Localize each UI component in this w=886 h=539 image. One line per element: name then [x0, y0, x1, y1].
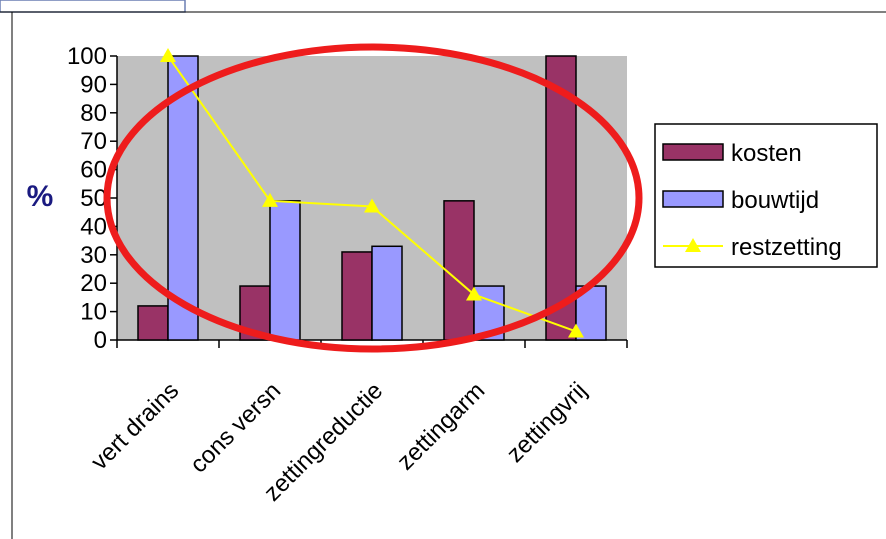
bar-kosten: [545, 55, 577, 341]
y-tick-label: 90: [80, 71, 107, 98]
point-restzetting: [160, 48, 176, 62]
bar-bouwtijd: [167, 55, 199, 341]
y-tick-label: 0: [94, 327, 107, 354]
line-layer: [160, 48, 584, 338]
legend-label-bouwtijd: bouwtijd: [731, 187, 819, 214]
x-tick-label: zettingvrij: [501, 377, 592, 468]
legend-label-restzetting: restzetting: [731, 234, 842, 261]
x-tick-label: cons versn: [185, 377, 286, 478]
bar-kosten: [341, 251, 373, 341]
legend-swatch-kosten: [662, 143, 724, 161]
y-tick-label: 20: [80, 270, 107, 297]
bars-layer: [137, 55, 607, 341]
point-restzetting: [466, 286, 482, 301]
y-tick-label: 100: [67, 43, 107, 70]
legend-swatch-bouwtijd: [662, 190, 724, 208]
x-tick-label: vert drains: [86, 377, 184, 475]
top-left-tab-decoration: [0, 0, 186, 13]
bar-bouwtijd: [371, 245, 403, 341]
legend-marker-restzetting: [685, 238, 701, 252]
x-tick-label: zettingarm: [392, 377, 490, 475]
point-restzetting: [568, 323, 584, 338]
legend-label-kosten: kosten: [731, 140, 802, 167]
y-tick-label: 50: [80, 185, 107, 212]
legend: kosten bouwtijd restzetting: [654, 123, 878, 268]
y-tick-label: 40: [80, 213, 107, 240]
y-tick-label: 30: [80, 242, 107, 269]
bar-kosten: [137, 305, 169, 341]
y-tick-label: 70: [80, 128, 107, 155]
y-tick-label: 10: [80, 299, 107, 326]
point-restzetting: [364, 198, 380, 213]
point-restzetting: [262, 192, 278, 207]
y-tick-label: 60: [80, 157, 107, 184]
bar-bouwtijd: [269, 200, 301, 341]
highlight-ellipse: [103, 43, 643, 353]
bar-kosten: [443, 200, 475, 341]
y-tick-label: 80: [80, 100, 107, 127]
y-axis-label: %: [27, 180, 54, 213]
